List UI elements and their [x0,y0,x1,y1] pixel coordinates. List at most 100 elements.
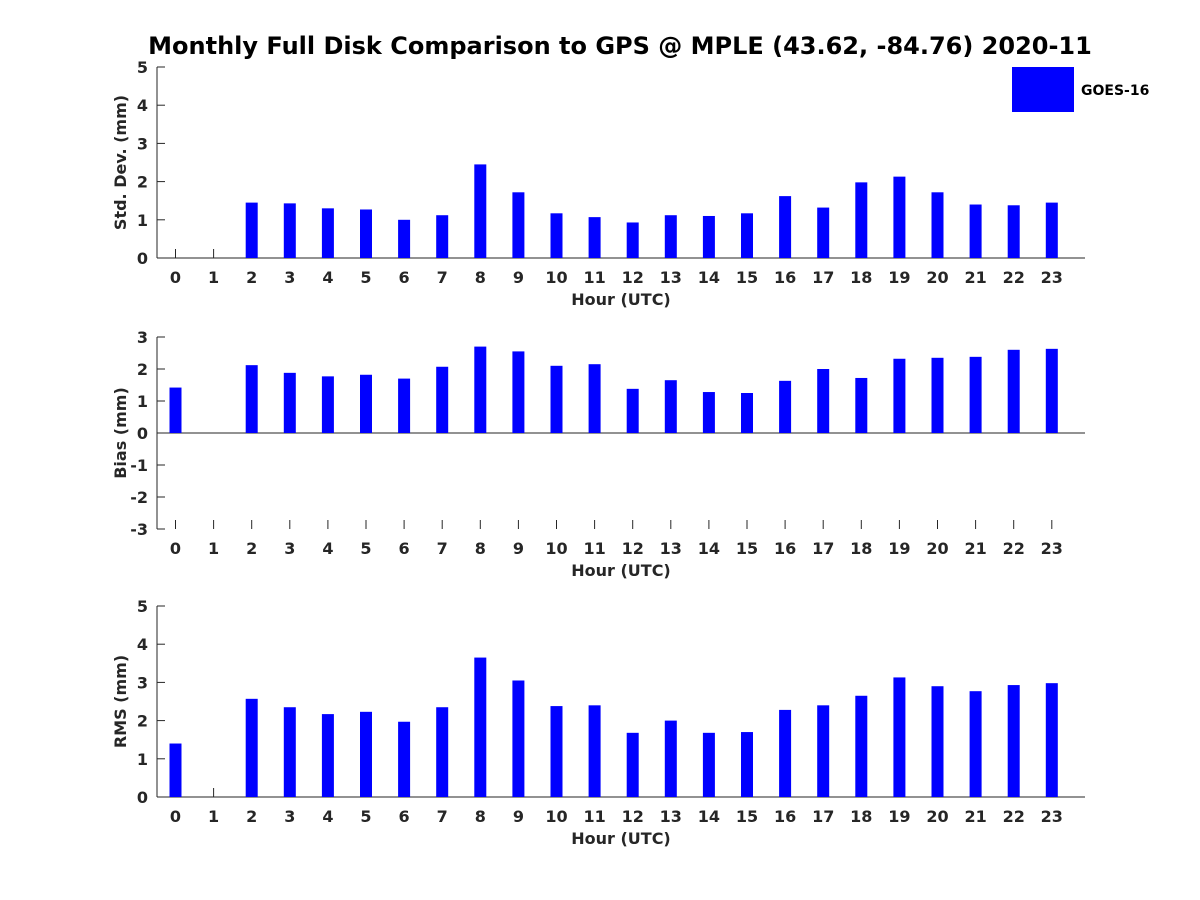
x-tick-label: 1 [208,268,219,287]
x-tick-label: 0 [170,268,181,287]
bar-hour-7 [436,366,449,433]
y-tick-label: 0 [137,788,148,807]
bar-hour-0 [169,743,182,797]
bar-hour-9 [512,351,525,433]
bar-hour-16 [779,196,792,258]
x-tick-label: 15 [736,539,758,558]
bar-hour-21 [969,204,982,258]
legend-swatch [1012,67,1074,112]
bar-hour-6 [398,219,411,258]
x-tick-label: 21 [964,807,986,826]
x-tick-label: 3 [284,268,295,287]
y-axis-label: RMS (mm) [111,655,130,748]
bar-hour-16 [779,709,792,797]
bar-hour-14 [702,732,715,797]
y-tick-label: -3 [130,520,148,539]
x-tick-label: 19 [888,268,910,287]
bar-hour-10 [550,213,563,258]
bar-hour-16 [779,380,792,433]
x-tick-label: 11 [583,268,605,287]
y-tick-label: 4 [137,635,148,654]
bar-hour-13 [664,720,677,797]
bar-hour-20 [931,192,944,258]
bar-hour-19 [893,176,906,258]
x-tick-label: 11 [583,539,605,558]
y-tick-label: 1 [137,211,148,230]
x-tick-label: 23 [1041,807,1063,826]
x-tick-label: 2 [246,539,257,558]
x-tick-label: 16 [774,807,796,826]
x-tick-label: 1 [208,539,219,558]
x-tick-label: 15 [736,268,758,287]
bar-hour-20 [931,686,944,797]
bar-hour-14 [702,392,715,433]
x-axis-label: Hour (UTC) [571,290,671,309]
bar-hour-3 [283,372,296,433]
x-tick-label: 6 [399,539,410,558]
x-tick-label: 12 [622,539,644,558]
x-tick-label: 22 [1003,268,1025,287]
x-tick-label: 10 [545,268,567,287]
bar-hour-10 [550,706,563,797]
bar-hour-15 [741,732,753,797]
bar-hour-22 [1007,349,1020,433]
x-tick-label: 2 [246,268,257,287]
bar-hour-2 [245,365,258,433]
x-tick-label: 21 [964,539,986,558]
bar-hour-8 [474,657,487,797]
x-tick-label: 2 [246,807,257,826]
bar-hour-9 [512,192,525,258]
x-tick-label: 14 [698,539,720,558]
bar-hour-11 [588,217,601,258]
x-tick-label: 9 [513,807,524,826]
x-tick-label: 4 [322,807,333,826]
bar-hour-5 [360,374,372,433]
bar-hour-18 [855,695,868,797]
x-tick-label: 17 [812,539,834,558]
x-tick-label: 8 [475,268,486,287]
x-tick-label: 4 [322,268,333,287]
x-tick-label: 12 [622,807,644,826]
bar-hour-19 [893,677,906,797]
x-tick-label: 18 [850,807,872,826]
y-tick-label: 5 [137,58,148,77]
y-tick-label: 2 [137,712,148,731]
bar-hour-23 [1045,348,1058,433]
x-tick-label: 6 [399,268,410,287]
y-tick-label: 3 [137,673,148,692]
x-tick-label: 18 [850,268,872,287]
x-tick-label: 14 [698,268,720,287]
bar-hour-13 [664,215,677,258]
bar-hour-0 [169,387,182,433]
bar-hour-15 [741,393,753,433]
bar-hour-5 [360,209,372,258]
x-tick-label: 5 [360,268,371,287]
x-tick-label: 23 [1041,268,1063,287]
bar-hour-21 [969,691,982,797]
legend-label: GOES-16 [1081,83,1149,99]
bar-hour-20 [931,357,944,433]
bar-hour-22 [1007,205,1020,258]
x-tick-label: 16 [774,268,796,287]
x-tick-label: 17 [812,807,834,826]
bar-hour-14 [702,215,715,258]
bar-hour-4 [321,714,334,797]
bar-hour-3 [283,707,296,797]
x-tick-label: 20 [926,268,948,287]
bar-hour-18 [855,377,868,433]
x-tick-label: 4 [322,539,333,558]
y-tick-label: 4 [137,96,148,115]
y-tick-label: 2 [137,360,148,379]
bar-hour-17 [817,207,830,258]
x-tick-label: 8 [475,807,486,826]
x-tick-label: 19 [888,539,910,558]
x-tick-label: 20 [926,539,948,558]
x-tick-label: 13 [660,539,682,558]
x-tick-label: 21 [964,268,986,287]
x-tick-label: 11 [583,807,605,826]
x-tick-label: 13 [660,807,682,826]
